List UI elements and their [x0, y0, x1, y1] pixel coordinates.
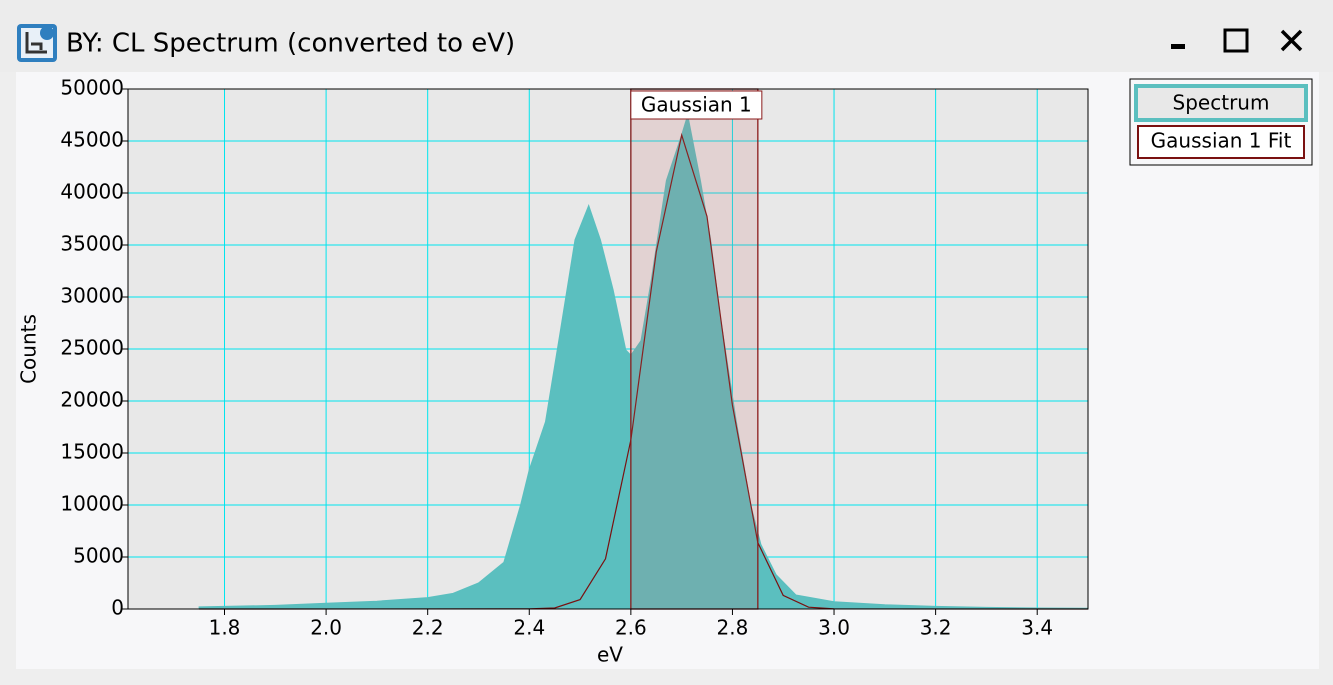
spectrum-area [198, 114, 1089, 610]
legend-swatch [1134, 84, 1308, 122]
x-tick-label: 3.0 [818, 616, 850, 640]
legend-label: Gaussian 1 Fit [1151, 129, 1292, 153]
maximize-button[interactable] [1223, 28, 1249, 53]
x-tick-label: 2.0 [310, 616, 342, 640]
y-tick-label: 0 [111, 596, 124, 620]
title-bar [0, 0, 1333, 72]
y-tick-label: 35000 [60, 232, 124, 256]
legend-label: Spectrum [1173, 91, 1270, 115]
y-tick-label: 40000 [60, 180, 124, 204]
app-icon [17, 24, 57, 62]
plot-frame [127, 88, 1089, 610]
y-tick-label: 10000 [60, 492, 124, 516]
y-tick-label: 15000 [60, 440, 124, 464]
y-tick-label: 5000 [73, 544, 124, 568]
fit-line [199, 132, 1089, 610]
fit-region [630, 88, 759, 610]
x-tick-label: 2.2 [412, 616, 444, 640]
x-tick-label: 2.6 [615, 616, 647, 640]
x-axis-label: eV [597, 643, 623, 667]
y-axis-label: Counts [17, 314, 41, 384]
fit-region-label: Gaussian 1 [641, 93, 752, 117]
y-tick-label: 30000 [60, 284, 124, 308]
x-tick-label: 2.8 [717, 616, 749, 640]
y-tick-label: 20000 [60, 388, 124, 412]
x-tick-label: 3.4 [1021, 616, 1053, 640]
legend-swatch [1137, 125, 1305, 159]
x-tick-label: 1.8 [209, 616, 241, 640]
fit-region-label-box [630, 90, 763, 120]
y-tick-label: 50000 [60, 76, 124, 100]
close-button[interactable] [1280, 29, 1303, 52]
y-tick-label: 25000 [60, 336, 124, 360]
minimize-button[interactable] [1171, 44, 1185, 49]
y-tick-label: 45000 [60, 128, 124, 152]
x-tick-label: 2.4 [513, 616, 545, 640]
window-title: BY: CL Spectrum (converted to eV) [66, 29, 515, 59]
x-tick-label: 3.2 [920, 616, 952, 640]
